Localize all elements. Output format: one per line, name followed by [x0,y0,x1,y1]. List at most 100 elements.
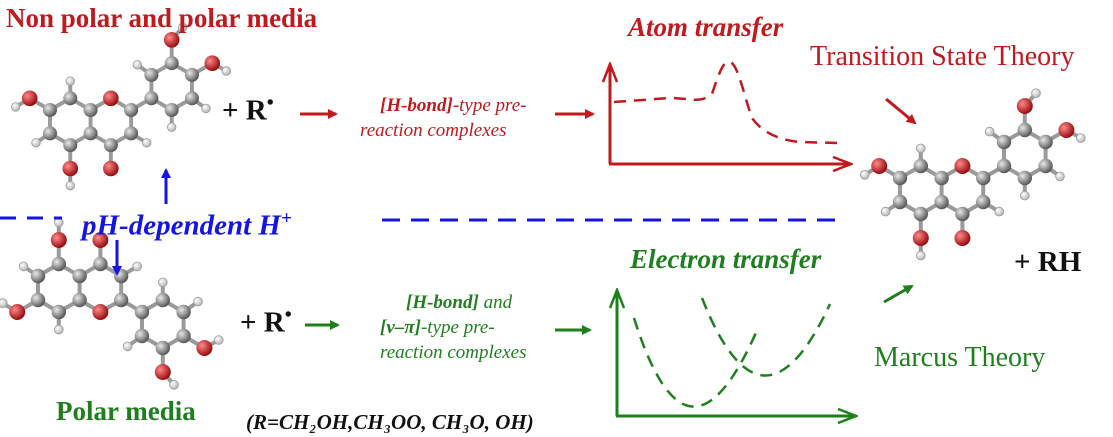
carbon-atom [83,102,98,118]
flavonoid-molecule-top [10,22,231,191]
hydrogen-atom [201,103,211,114]
hbond-reaction-text: reaction complexes [360,120,507,141]
red-arrow-to-product [885,97,917,125]
oxygen-atom [9,304,26,320]
hbond-type-text: -type pre- [452,95,527,116]
oxygen-atom [204,55,221,71]
hbond-and-text: and [478,292,513,313]
carbon-atom [164,56,179,71]
carbon-atom [144,91,159,106]
carbon-atom [184,91,199,106]
atom-transfer-energy-profile [609,60,851,164]
carbon-atom [996,134,1012,150]
carbon-atom [124,102,139,118]
carbon-atom [134,328,150,344]
oxygen-atom [163,32,180,48]
carbon-atom [83,126,98,141]
reaction-complexes-text-bottom: reaction complexes [380,342,527,363]
carbon-atom [913,158,928,174]
radical-plus-text: + R [222,94,267,127]
ph-dependent-label: pH-dependent H+ [82,208,292,243]
flavonoid-radical-product [859,88,1086,261]
hydrogen-atom [132,261,143,272]
carbon-atom [976,194,991,210]
carbon-atom [134,304,150,320]
proton-charge: + [280,208,292,229]
carbon-atom [913,206,928,222]
carbon-atom [176,328,191,344]
electron-transfer-title: Electron transfer [630,244,822,274]
flavonoid-molecule-bottom [0,217,224,390]
radical-dot: • [266,92,274,114]
oxygen-atom [912,230,929,246]
carbon-atom [30,292,46,308]
carbon-atom [63,138,78,153]
hydrogen-atom [859,170,870,180]
hbond-term: [H-bond] [380,95,453,116]
hydrogen-atom [158,277,168,288]
radical-dot-bottom: • [284,304,292,326]
hydrogen-atom [10,102,21,112]
carbon-atom [892,194,908,210]
carbon-atom [934,194,949,210]
hydrogen-atom [18,261,29,272]
carbon-atom [114,292,129,308]
transition-state-theory-label: Transition State Theory [810,41,1075,72]
hydrogen-atom [122,341,133,352]
hbond-term-bottom: [H-bond] [406,292,479,313]
oxygen-atom [954,230,971,246]
green-arrow-to-product [883,284,914,304]
ph-dependent-text: pH-dependent H [82,209,281,242]
oxygen-atom [1016,98,1033,114]
hydrogen-atom [1076,133,1086,143]
hydrogen-atom [166,122,177,132]
reactant-parabola [632,317,760,408]
oxygen-atom [196,340,213,356]
carbon-atom [42,126,58,141]
hydrogen-atom [169,379,179,390]
carbon-atom [955,206,970,222]
nu-pi-type-text: -type pre- [420,317,495,338]
oxygen-atom [1058,122,1075,138]
hydrogen-atom [221,66,231,76]
hydrogen-atom [177,22,188,33]
radical-reactant-top: + R• [222,92,274,128]
carbon-atom [1017,122,1032,138]
hydrogen-atom [1020,190,1030,201]
carbon-atom [934,170,949,186]
oxygen-atom [21,90,38,107]
carbon-atom [164,102,179,118]
hydrogen-atom [0,298,8,308]
nonpolar-media-label: Non polar and polar media [6,3,318,33]
carbon-atom [1038,158,1053,174]
carbon-atom [103,138,118,153]
atom-transfer-curve [613,60,839,145]
carbon-atom [996,158,1012,174]
electron-transfer-energy-profile [616,290,856,416]
hydrogen-atom [915,143,926,154]
oxygen-atom [92,304,109,320]
oxygen-atom [871,158,888,174]
oxygen-atom [62,160,79,177]
hydrogen-atom [31,138,41,148]
hydrogen-atom [142,138,152,148]
carbon-atom [892,170,908,186]
hydrogen-atom [994,206,1004,217]
oxygen-atom [954,158,971,174]
carbon-atom [51,304,66,320]
hydrogen-atom [1031,88,1041,98]
hydrogen-atom [915,250,926,261]
radical-plus-text-bottom: + R [240,306,285,339]
atom-transfer-title: Atom transfer [628,12,784,42]
carbon-atom [63,91,78,106]
oxygen-atom [92,232,109,248]
oxygen-atom [103,160,119,177]
marcus-theory-label: Marcus Theory [874,342,1046,373]
carbon-atom [176,304,191,320]
hydrogen-atom [1055,171,1065,182]
carbon-atom [72,292,87,308]
carbon-atom [184,67,199,82]
hydrogen-atom [193,296,203,307]
product-parabola [700,297,832,377]
